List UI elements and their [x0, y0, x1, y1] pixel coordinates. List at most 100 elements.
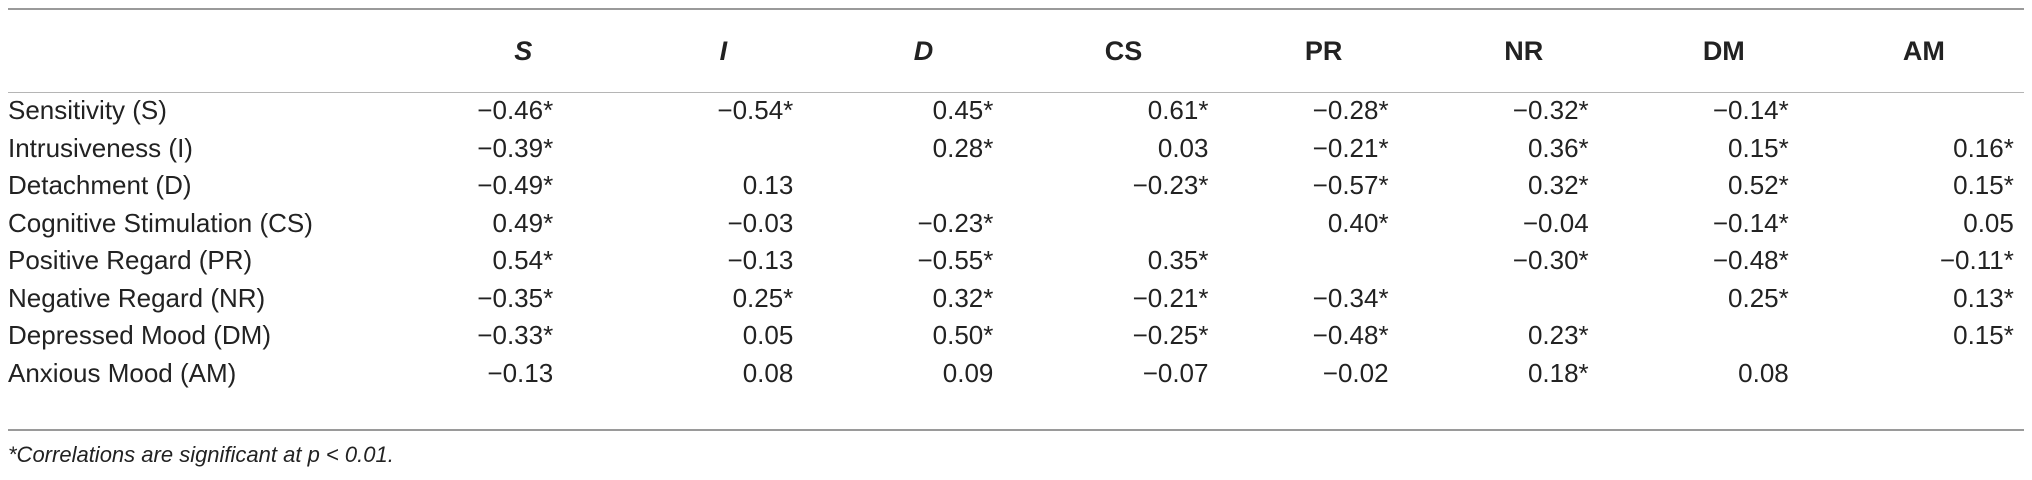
table-cell: 0.08 [623, 355, 823, 393]
table-cell: −0.49* [423, 167, 623, 205]
row-label: Cognitive Stimulation (CS) [8, 207, 313, 238]
column-header: D [913, 35, 934, 66]
cell-value: 0.49* [492, 207, 554, 238]
table-cell: 0.05 [1824, 205, 2024, 243]
table-cell: −0.14* [1624, 205, 1824, 243]
table-cell: −0.07 [1023, 355, 1223, 393]
table-row: Intrusiveness (I) −0.39* 0.28* 0.03 −0.21* 0.… [8, 130, 2024, 168]
cell-value: 0.40* [1327, 207, 1389, 238]
table-cell: −0.13 [423, 355, 623, 393]
cell-value: −0.34* [1312, 282, 1389, 313]
table-body: Sensitivity (S) −0.46* −0.54* 0.45* 0.61* −0.… [8, 92, 2024, 392]
cell-value: 0.15* [1728, 132, 1789, 163]
cell-value: −0.54* [717, 95, 794, 126]
table-cell: −0.39* [423, 130, 623, 168]
cell-value: 0.05 [1963, 207, 2014, 238]
cell-value: 0.23* [1527, 320, 1589, 351]
table-cell: 0.25* [1624, 280, 1824, 318]
table-cell: 0.32* [1424, 167, 1624, 205]
table-cell: −0.57* [1224, 167, 1424, 205]
table-cell: −0.54* [623, 92, 823, 130]
row-label: Depressed Mood (DM) [8, 320, 271, 351]
cell-value: −0.13 [727, 245, 794, 276]
table-cell: 0.35* [1023, 242, 1223, 280]
table-cell: −0.35* [423, 280, 623, 318]
column-header: CS [1104, 35, 1143, 66]
table-row: Depressed Mood (DM) −0.33* 0.05 0.50* −0.25*… [8, 317, 2024, 355]
table-cell: 0.15* [1624, 130, 1824, 168]
table-cell: −0.23* [823, 205, 1023, 243]
table-cell: 0.15* [1824, 317, 2024, 355]
table-cell: −0.32* [1424, 92, 1624, 130]
table-cell: −0.14* [1624, 92, 1824, 130]
cell-value: −0.48* [1712, 245, 1789, 276]
cell-value: −0.35* [477, 282, 554, 313]
table-cell: 0.03 [1023, 130, 1223, 168]
row-label: Negative Regard (NR) [8, 282, 266, 313]
table-cell: 0.05 [623, 317, 823, 355]
cell-value: 0.08 [742, 357, 794, 388]
table-cell: 0.16* [1824, 130, 2024, 168]
cell-value: −0.21* [1312, 132, 1389, 163]
cell-value: −0.11* [1939, 245, 2014, 276]
row-label: Intrusiveness (I) [8, 132, 193, 163]
header-corner [8, 10, 423, 92]
cell-value: 0.54* [492, 245, 554, 276]
table-cell: −0.23* [1023, 167, 1223, 205]
table-header: S I D CS PR NR DM AM [8, 10, 2024, 92]
cell-value: −0.49* [477, 170, 554, 201]
row-label: Anxious Mood (AM) [8, 357, 237, 388]
table-cell: −0.34* [1224, 280, 1424, 318]
cell-value: 0.36* [1527, 132, 1589, 163]
table-cell: −0.48* [1224, 317, 1424, 355]
cell-value: 0.15* [1953, 170, 2014, 201]
cell-value: −0.55* [917, 245, 994, 276]
cell-value: 0.05 [742, 320, 794, 351]
table-cell: 0.28* [823, 130, 1023, 168]
cell-value: −0.48* [1312, 320, 1389, 351]
cell-value: 0.32* [932, 282, 994, 313]
cell-value: −0.03 [727, 207, 794, 238]
column-header: AM [1902, 35, 1945, 66]
table-cell: −0.21* [1224, 130, 1424, 168]
cell-value: 0.08 [1738, 357, 1789, 388]
cell-value: −0.23* [917, 207, 994, 238]
table-cell: −0.25* [1023, 317, 1223, 355]
cell-value: 0.09 [942, 357, 994, 388]
cell-value: 0.32* [1527, 170, 1589, 201]
cell-value: 0.28* [932, 132, 994, 163]
table-cell: 0.13 [623, 167, 823, 205]
cell-value: 0.45* [932, 95, 994, 126]
cell-value: −0.32* [1512, 95, 1589, 126]
table-row: Positive Regard (PR) 0.54* −0.13 −0.55* 0.35… [8, 242, 2024, 280]
bottom-rule [8, 429, 2024, 431]
cell-value: −0.13 [487, 357, 554, 388]
table-cell: −0.21* [1023, 280, 1223, 318]
table-cell: 0.09 [823, 355, 1023, 393]
table-cell [623, 130, 823, 168]
table-cell: −0.55* [823, 242, 1023, 280]
cell-value: 0.13 [742, 170, 794, 201]
cell-value: −0.25* [1132, 320, 1209, 351]
cell-value: −0.07 [1142, 357, 1209, 388]
cell-value: 0.52* [1728, 170, 1789, 201]
table-cell: −0.03 [623, 205, 823, 243]
cell-value: 0.03 [1157, 132, 1209, 163]
cell-value: −0.04 [1522, 207, 1589, 238]
table-cell [1023, 205, 1223, 243]
table-cell: 0.54* [423, 242, 623, 280]
table-cell [1224, 242, 1424, 280]
table-cell: 0.45* [823, 92, 1023, 130]
table-cell: −0.28* [1224, 92, 1424, 130]
cell-value: −0.21* [1132, 282, 1209, 313]
cell-value: −0.30* [1512, 245, 1589, 276]
table-cell: 0.15* [1824, 167, 2024, 205]
footnote: *Correlations are significant at p < 0.0… [8, 442, 394, 467]
table-cell: −0.02 [1224, 355, 1424, 393]
table-cell: 0.50* [823, 317, 1023, 355]
column-header: DM [1702, 35, 1745, 66]
table-cell: 0.61* [1023, 92, 1223, 130]
cell-value: 0.13* [1953, 282, 2014, 313]
table-row: Cognitive Stimulation (CS) 0.49* −0.03 −0.2… [8, 205, 2024, 243]
